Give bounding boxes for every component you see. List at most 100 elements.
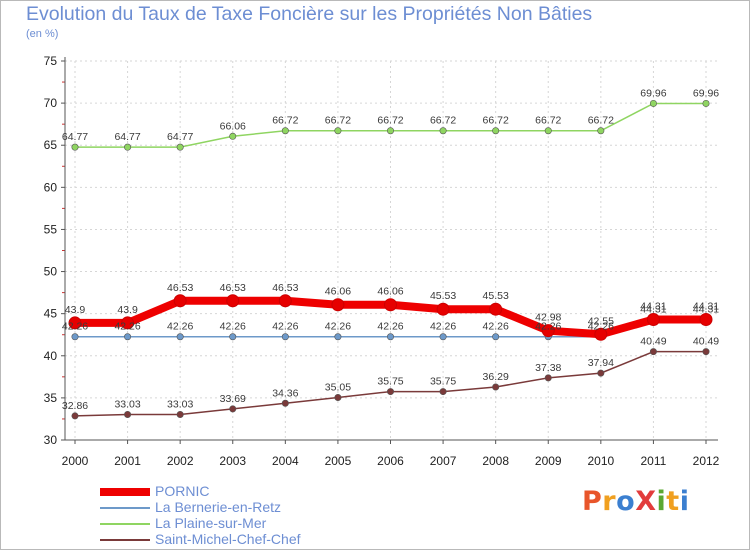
point-saint-michel-chef-chef-2005 — [334, 393, 342, 401]
point-la-bernerie-en-retz-2008 — [492, 333, 500, 341]
brand-letter: o — [616, 486, 636, 517]
point-pornic-2008 — [489, 302, 503, 316]
point-la-plaine-sur-mer-2002 — [176, 143, 184, 151]
point-la-plaine-sur-mer-2011 — [649, 99, 657, 107]
point-pornic-2009 — [541, 324, 555, 338]
label-saint-michel-chef-chef-2009: 37.38 — [535, 362, 561, 374]
x-tick-label-2010: 2010 — [587, 454, 614, 468]
label-la-plaine-sur-mer-2000: 64.77 — [62, 131, 88, 143]
point-pornic-2001 — [121, 316, 135, 330]
legend-label-la-plaine-sur-mer: La Plaine-sur-Mer — [155, 515, 267, 531]
chart-subtitle: (en %) — [26, 28, 59, 40]
point-la-plaine-sur-mer-2004 — [281, 127, 289, 135]
label-la-plaine-sur-mer-2008: 66.72 — [483, 115, 509, 127]
point-pornic-2004 — [278, 294, 292, 308]
point-saint-michel-chef-chef-2009 — [544, 374, 552, 382]
point-la-plaine-sur-mer-2007 — [439, 127, 447, 135]
label-pornic-2000: 43.9 — [65, 304, 86, 316]
label-la-plaine-sur-mer-2002: 64.77 — [167, 131, 193, 143]
point-la-bernerie-en-retz-2003 — [229, 333, 237, 341]
label-saint-michel-chef-chef-2007: 35.75 — [430, 376, 456, 388]
x-tick-label-2009: 2009 — [535, 454, 562, 468]
point-saint-michel-chef-chef-2010 — [597, 369, 605, 377]
series-la-plaine-sur-mer — [71, 99, 710, 151]
point-la-bernerie-en-retz-2006 — [386, 333, 394, 341]
y-tick-label-60: 60 — [44, 180, 58, 194]
x-tick-label-2011: 2011 — [641, 454, 667, 468]
chart-title: Evolution du Taux de Taxe Foncière sur l… — [26, 3, 593, 25]
x-tick-label-2001: 2001 — [114, 454, 141, 468]
point-la-bernerie-en-retz-2000 — [71, 333, 79, 341]
point-pornic-2007 — [436, 302, 450, 316]
y-tick-label-70: 70 — [44, 96, 58, 110]
line-chart: 30 35 40 45 50 55 60 65 70 75 2000 2001 2002 2003 2004… — [44, 54, 720, 468]
x-tick-label-2003: 2003 — [219, 454, 246, 468]
label-la-bernerie-en-retz-2001: 42.26 — [114, 321, 140, 333]
y-tick-label-30: 30 — [44, 433, 58, 447]
label-la-bernerie-en-retz-2006: 42.26 — [377, 321, 403, 333]
label-la-plaine-sur-mer-2009: 66.72 — [535, 115, 561, 127]
label-saint-michel-chef-chef-2011: 40.49 — [640, 336, 666, 348]
point-la-bernerie-en-retz-2001 — [124, 333, 132, 341]
y-tick-label-75: 75 — [44, 54, 58, 68]
label-la-plaine-sur-mer-2007: 66.72 — [430, 115, 456, 127]
label-pornic-2001: 43.9 — [117, 304, 138, 316]
series-saint-michel-chef-chef — [71, 348, 710, 420]
point-saint-michel-chef-chef-2000 — [71, 412, 79, 420]
label-pornic-2004: 46.53 — [272, 282, 298, 294]
label-pornic-2006: 46.06 — [377, 286, 403, 298]
point-la-plaine-sur-mer-2009 — [544, 127, 552, 135]
label-la-plaine-sur-mer-2004: 66.72 — [272, 115, 298, 127]
x-tick-label-2000: 2000 — [62, 454, 89, 468]
label-saint-michel-chef-chef-2006: 35.75 — [377, 376, 403, 388]
label-la-bernerie-en-retz-2003: 42.26 — [220, 321, 246, 333]
point-saint-michel-chef-chef-2001 — [124, 410, 132, 418]
point-la-bernerie-en-retz-2002 — [176, 333, 184, 341]
label-la-bernerie-en-retz-2004: 42.26 — [272, 321, 298, 333]
point-la-plaine-sur-mer-2005 — [334, 127, 342, 135]
brand-letter: X — [635, 486, 657, 517]
label-la-plaine-sur-mer-2010: 66.72 — [588, 115, 614, 127]
point-saint-michel-chef-chef-2012 — [702, 348, 710, 356]
legend-swatch-la-plaine-sur-mer — [100, 523, 150, 525]
label-saint-michel-chef-chef-2004: 34.36 — [272, 387, 298, 399]
point-saint-michel-chef-chef-2011 — [649, 348, 657, 356]
axes: 30 35 40 45 50 55 60 65 70 75 2000 2001 2002 2003 2004… — [44, 54, 720, 468]
label-saint-michel-chef-chef-2010: 37.94 — [588, 357, 614, 369]
y-tick-label-50: 50 — [44, 265, 58, 279]
point-saint-michel-chef-chef-2006 — [386, 388, 394, 396]
legend-label-la-bernerie-en-retz: La Bernerie-en-Retz — [155, 499, 282, 515]
label-saint-michel-chef-chef-2005: 35.05 — [325, 381, 351, 393]
point-saint-michel-chef-chef-2007 — [439, 388, 447, 396]
label-saint-michel-chef-chef-2002: 33.03 — [167, 398, 193, 410]
label-la-bernerie-en-retz-2012: 44.31 — [693, 303, 719, 315]
brand-logo: ProXiti — [582, 486, 689, 517]
label-pornic-2003: 46.53 — [220, 282, 246, 294]
label-saint-michel-chef-chef-2003: 33.69 — [220, 393, 246, 405]
label-la-bernerie-en-retz-2011: 44.31 — [640, 303, 666, 315]
point-pornic-2012 — [699, 312, 713, 326]
point-la-plaine-sur-mer-2008 — [492, 127, 500, 135]
label-la-plaine-sur-mer-2003: 66.06 — [220, 120, 246, 132]
label-saint-michel-chef-chef-2012: 40.49 — [693, 336, 719, 348]
brand-letter: P — [582, 486, 603, 517]
grid — [65, 60, 718, 441]
brand-letter: i — [656, 486, 667, 517]
label-la-bernerie-en-retz-2009: 42.26 — [535, 321, 561, 333]
x-tick-label-2002: 2002 — [167, 454, 194, 468]
series-layer — [68, 99, 713, 420]
label-la-plaine-sur-mer-2012: 69.96 — [693, 87, 719, 99]
legend-label-pornic: PORNIC — [155, 483, 210, 499]
point-saint-michel-chef-chef-2003 — [229, 405, 237, 413]
point-la-plaine-sur-mer-2012 — [702, 99, 710, 107]
y-tick-label-45: 45 — [44, 307, 58, 321]
legend-swatch-la-bernerie-en-retz — [100, 507, 150, 509]
label-la-bernerie-en-retz-2000: 42.26 — [62, 321, 88, 333]
x-tick-label-2007: 2007 — [430, 454, 457, 468]
x-tick-label-2004: 2004 — [272, 454, 299, 468]
label-la-plaine-sur-mer-2006: 66.72 — [377, 115, 403, 127]
x-tick-label-2008: 2008 — [482, 454, 509, 468]
label-la-bernerie-en-retz-2005: 42.26 — [325, 321, 351, 333]
point-pornic-2002 — [173, 294, 187, 308]
label-saint-michel-chef-chef-2008: 36.29 — [483, 371, 509, 383]
